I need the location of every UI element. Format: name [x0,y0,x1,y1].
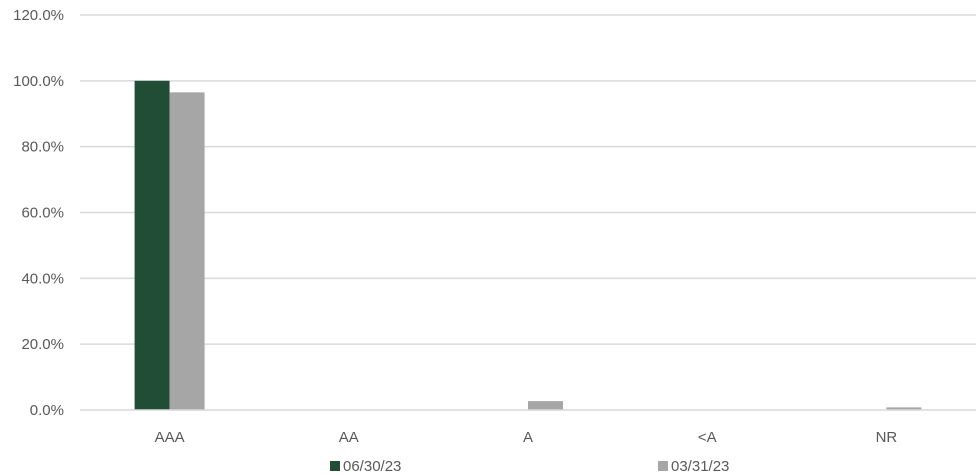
legend-label: 03/31/23 [671,458,729,475]
legend-swatch [330,461,340,471]
y-tick-label: 120.0% [13,7,64,24]
legend-item: 06/30/23 [330,458,401,475]
legend-swatch [658,461,668,471]
x-tick-label: A [523,429,533,446]
legend-item: 03/31/23 [658,458,729,475]
y-tick-label: 40.0% [21,270,64,287]
bars [134,80,922,411]
legend-label: 06/30/23 [343,458,401,475]
bar [169,92,205,411]
bar [134,80,170,410]
y-tick-label: 60.0% [21,205,64,222]
gridlines [80,14,976,345]
y-tick-label: 20.0% [21,336,64,353]
x-tick-label: AA [339,429,359,446]
y-axis-tick-labels: 0.0% 20.0% 40.0% 60.0% 80.0% 100.0% 120.0% [13,7,64,419]
y-tick-label: 100.0% [13,73,64,90]
x-tick-label: NR [876,429,898,446]
x-tick-label: <A [698,429,717,446]
y-tick-label: 80.0% [21,139,64,156]
bar [886,407,922,410]
legend: 06/30/23 03/31/23 [330,458,729,475]
x-axis-tick-labels: AAA AA A <A NR [155,429,898,446]
y-tick-label: 0.0% [30,402,64,419]
x-tick-label: AAA [155,429,185,446]
bar [528,401,563,410]
